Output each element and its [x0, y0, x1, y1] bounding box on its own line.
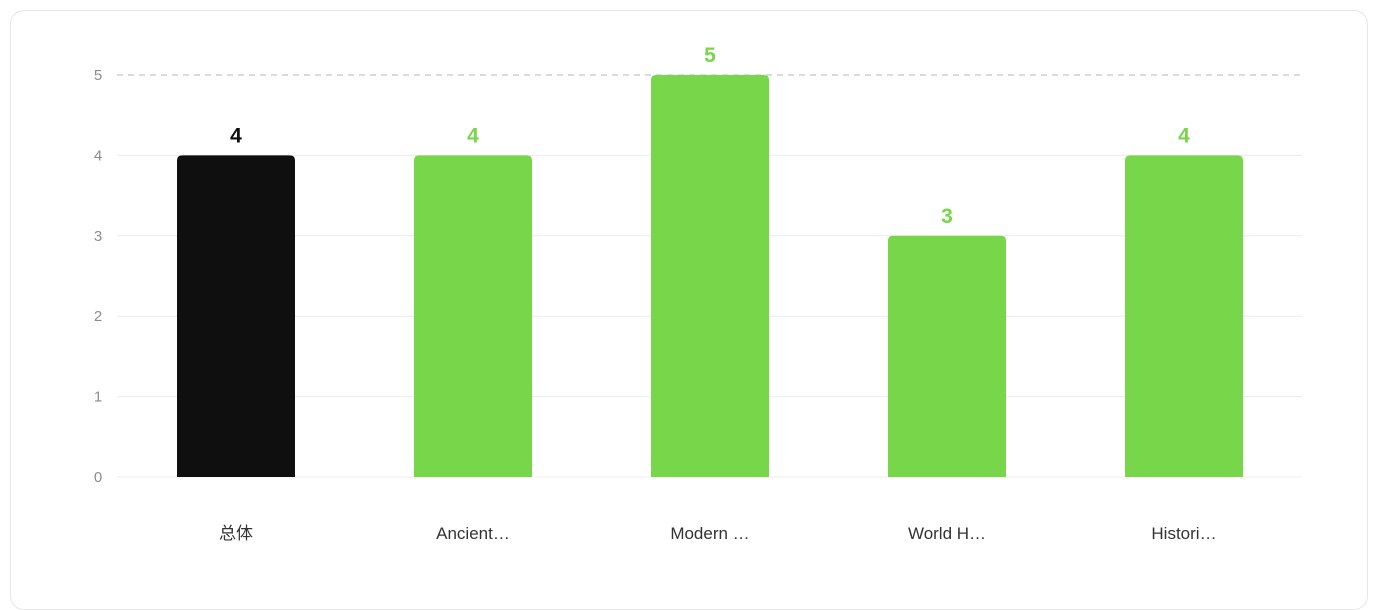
- y-tick-label: 2: [94, 308, 102, 325]
- x-category-label: Modern …: [670, 524, 749, 543]
- x-category-label: Histori…: [1151, 524, 1216, 543]
- bar-value-label: 4: [1178, 124, 1190, 147]
- y-tick-label: 5: [94, 67, 102, 84]
- y-tick-label: 4: [94, 147, 102, 164]
- bar-value-label: 4: [230, 124, 242, 147]
- x-category-label: Ancient…: [436, 524, 510, 543]
- bar[interactable]: [1125, 155, 1243, 477]
- bar-value-label: 5: [704, 44, 716, 67]
- bar[interactable]: [888, 235, 1006, 477]
- bar-value-label: 3: [941, 205, 953, 228]
- y-tick-label: 3: [94, 228, 102, 245]
- x-category-label: World H…: [908, 524, 986, 543]
- bar-value-label: 4: [467, 124, 479, 147]
- y-tick-label: 0: [94, 469, 102, 486]
- bar[interactable]: [651, 75, 769, 477]
- bar[interactable]: [177, 155, 295, 477]
- y-tick-label: 1: [94, 389, 102, 406]
- x-category-label: 总体: [219, 524, 253, 543]
- bar[interactable]: [414, 155, 532, 477]
